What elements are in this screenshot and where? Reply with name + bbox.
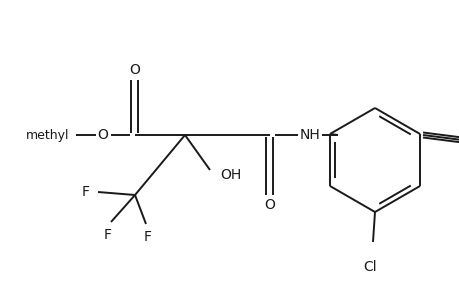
Text: O: O [129, 63, 140, 77]
Text: O: O [97, 128, 108, 142]
Text: O: O [264, 198, 275, 212]
Text: methyl: methyl [26, 128, 70, 142]
Text: F: F [82, 185, 90, 199]
Text: NH: NH [299, 128, 319, 142]
Text: OH: OH [219, 168, 241, 182]
Text: Cl: Cl [363, 260, 376, 274]
Text: F: F [104, 228, 112, 242]
Text: F: F [144, 230, 151, 244]
